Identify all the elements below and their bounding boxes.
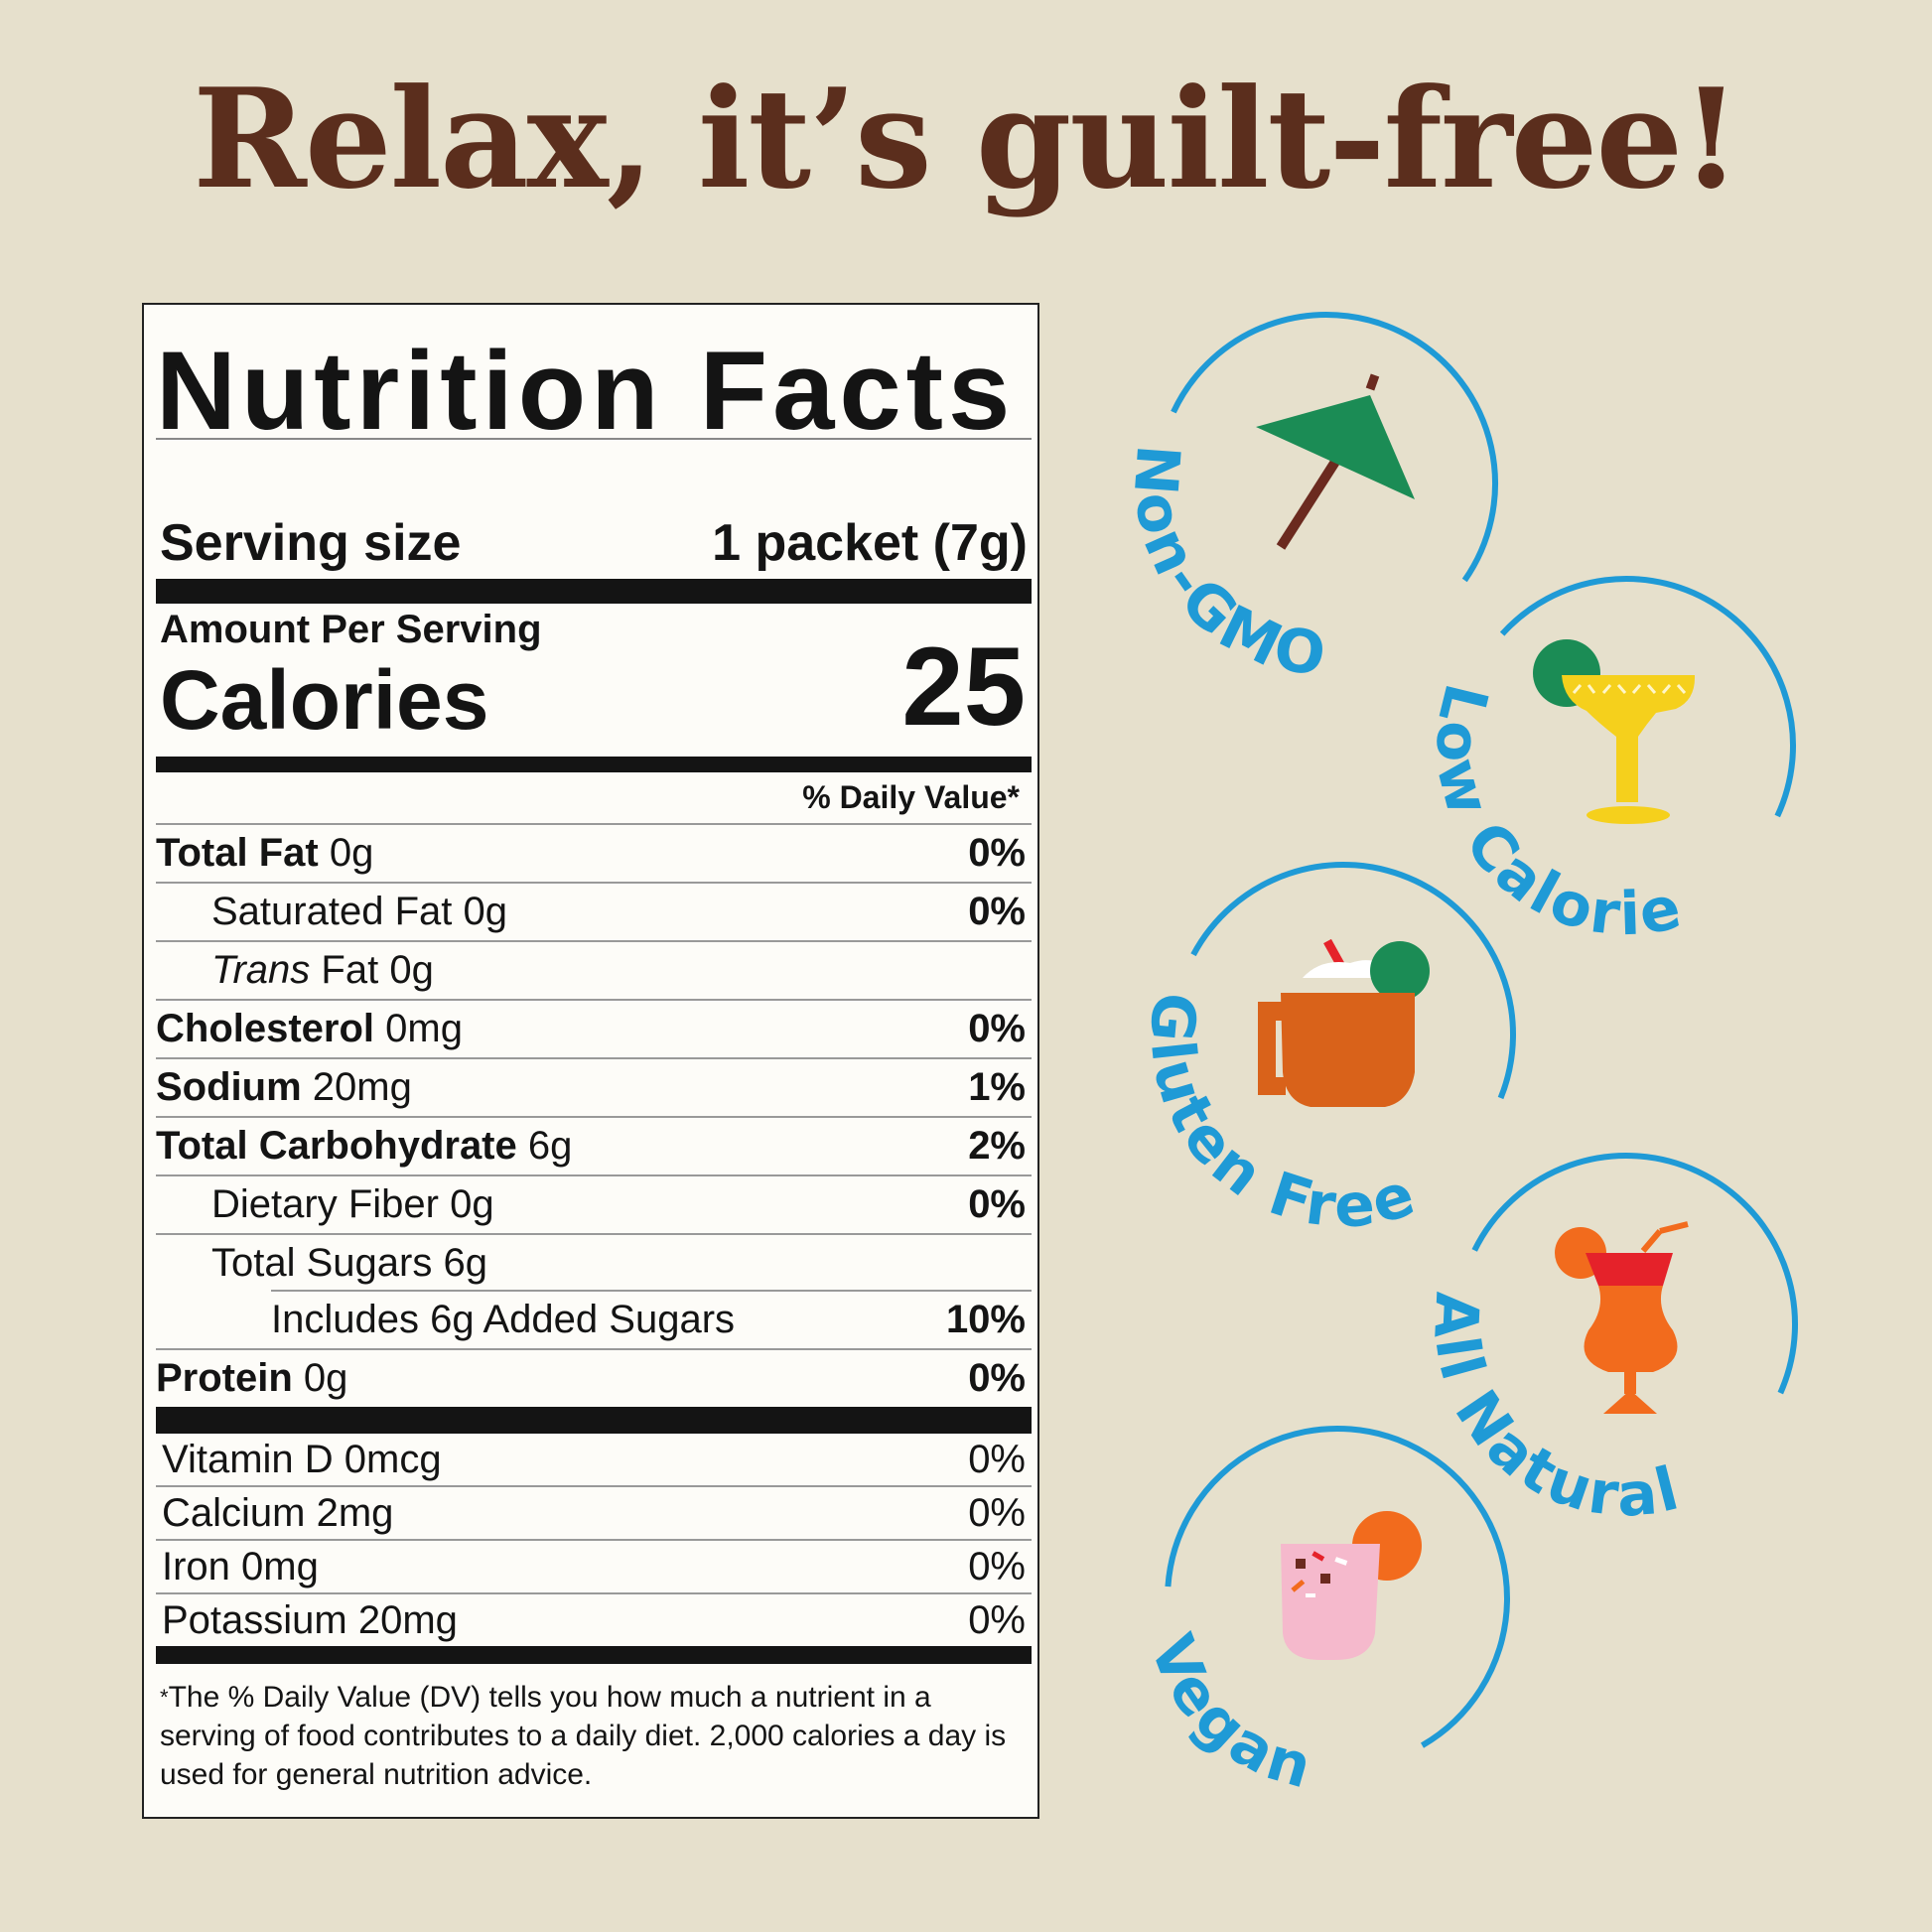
divider [156, 823, 1032, 825]
vitamin-dv: 0% [968, 1491, 1026, 1535]
nutrient-row: Saturated Fat 0g 0% [156, 884, 1032, 942]
nutrient-dv: 0% [968, 1356, 1026, 1400]
nutrient-dv: 1% [968, 1065, 1026, 1109]
vitamin-row: Vitamin D 0mcg 0% [156, 1434, 1032, 1487]
nutrient-dv: 0% [968, 1182, 1026, 1226]
thick-divider [156, 1646, 1032, 1664]
badge-ring [1471, 1152, 1798, 1395]
label-title: Nutrition Facts [156, 329, 1016, 453]
nutrient-name: Total Sugars [211, 1241, 433, 1285]
vitamin-row: Calcium 2mg 0% [156, 1487, 1032, 1541]
nutrient-name: Total Fat [156, 831, 319, 875]
badge-label: Non-GMO [1120, 443, 1333, 691]
calories-label: Calories [160, 653, 489, 747]
nutrient-name: Protein [156, 1356, 293, 1400]
nutrient-amount: 6g [527, 1124, 573, 1168]
thick-divider [156, 1407, 1032, 1434]
nutrient-dv: 0% [968, 890, 1026, 933]
nutrient-amount: 0g [463, 890, 508, 933]
badge-ring [1499, 576, 1796, 818]
footnote-text: The % Daily Value (DV) tells you how muc… [160, 1681, 1007, 1791]
nutrient-amount: 0g [329, 831, 374, 875]
nutrient-row: Total Fat 0g 0% [156, 825, 1032, 884]
nutrient-name: Cholesterol [156, 1007, 375, 1050]
footnote: *The % Daily Value (DV) tells you how mu… [156, 1664, 1032, 1794]
nutrient-dv: 10% [945, 1298, 1026, 1341]
badge-ring [1190, 862, 1516, 1100]
serving-size-label: Serving size [160, 514, 462, 572]
nutrient-name: Includes 6g Added Sugars [271, 1298, 736, 1341]
mule-mug-icon [1258, 938, 1430, 1107]
nutrient-amount: 0g [450, 1182, 494, 1226]
vitamin-name: Vitamin D 0mcg [162, 1438, 442, 1481]
nutrient-row: Includes 6g Added Sugars 10% [156, 1292, 1032, 1350]
vitamin-row: Potassium 20mg 0% [156, 1594, 1032, 1646]
nutrient-dv: 0% [968, 1007, 1026, 1050]
footnote-star: * [160, 1685, 169, 1710]
hurricane-glass-icon [1555, 1221, 1689, 1414]
nutrient-table: Total Fat 0g 0% Saturated Fat 0g 0% Trans … [156, 825, 1032, 1794]
calories-value: 25 [901, 624, 1026, 749]
margarita-icon [1533, 639, 1696, 824]
nutrient-amount: 0mg [385, 1007, 463, 1050]
badge-ring [1165, 1426, 1510, 1748]
vitamin-name: Potassium 20mg [162, 1598, 458, 1642]
nutrient-dv: 0% [968, 831, 1026, 875]
nutrient-dv: 2% [968, 1124, 1026, 1168]
vitamin-name: Iron 0mg [162, 1545, 319, 1588]
nutrient-name-rest: Fat [321, 948, 379, 992]
vitamin-dv: 0% [968, 1598, 1026, 1642]
nutrient-name: Saturated Fat [211, 890, 453, 933]
thick-divider [156, 757, 1032, 772]
nutrient-row: Total Carbohydrate 6g 2% [156, 1118, 1032, 1176]
vitamin-name: Calcium 2mg [162, 1491, 394, 1535]
nutrient-amount: 6g [443, 1241, 487, 1285]
nutrient-row: Sodium 20mg 1% [156, 1059, 1032, 1118]
nutrient-row: Trans Fat 0g [156, 942, 1032, 1001]
headline: Relax, it’s guilt-free! [193, 58, 1741, 219]
serving-size-value: 1 packet (7g) [712, 514, 1028, 572]
nutrient-name: Total Carbohydrate [156, 1124, 517, 1168]
badge-low-calorie: Low Calorie [1422, 576, 1796, 950]
amount-per-serving: Amount Per Serving [160, 608, 542, 651]
nutrition-facts-label: Nutrition Facts Serving size 1 packet (7… [142, 303, 1039, 1819]
nutrient-name: Dietary Fiber [211, 1182, 439, 1226]
cocktail-umbrella-icon [1256, 373, 1415, 550]
nutrient-amount: 0g [303, 1356, 348, 1400]
badge-ring [1171, 312, 1498, 583]
vitamin-dv: 0% [968, 1438, 1026, 1481]
pink-cocktail-icon [1281, 1511, 1422, 1660]
vitamin-row: Iron 0mg 0% [156, 1541, 1032, 1594]
nutrient-row: Protein 0g 0% [156, 1350, 1032, 1407]
nutrient-amount: 0g [389, 948, 434, 992]
nutrient-name: Trans [211, 948, 311, 992]
nutrient-row: Dietary Fiber 0g 0% [156, 1176, 1032, 1235]
divider [156, 438, 1032, 440]
nutrient-name: Sodium [156, 1065, 302, 1109]
daily-value-header: % Daily Value* [802, 779, 1020, 815]
nutrient-row: Total Sugars 6g [156, 1235, 1032, 1292]
nutrient-row: Cholesterol 0mg 0% [156, 1001, 1032, 1059]
thick-divider [156, 579, 1032, 604]
vitamin-dv: 0% [968, 1545, 1026, 1588]
nutrient-amount: 20mg [312, 1065, 412, 1109]
